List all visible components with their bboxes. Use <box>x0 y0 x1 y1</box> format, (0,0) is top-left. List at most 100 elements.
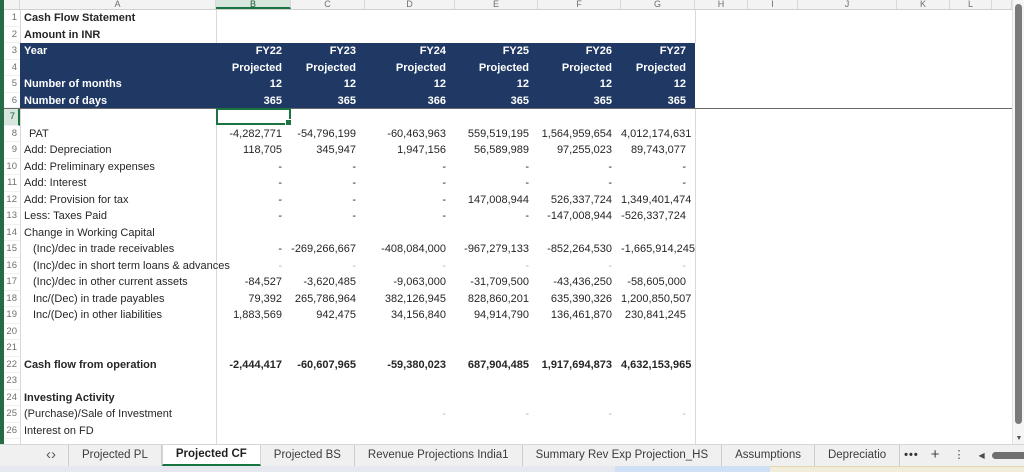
selected-cell-B7[interactable] <box>216 108 292 126</box>
cell-r13-c4[interactable]: - <box>525 210 529 222</box>
cell-r9-c1[interactable]: 118,705 <box>243 144 282 156</box>
cell-r16-c4[interactable]: - <box>525 259 529 272</box>
cell-r8-c1[interactable]: -4,282,771 <box>229 127 282 140</box>
sheet-tab-projected-pl[interactable]: Projected PL <box>68 445 162 466</box>
cell-r26-c1[interactable] <box>216 423 291 440</box>
column-header-A[interactable]: A <box>20 0 216 9</box>
cell-r16-c3[interactable]: - <box>442 259 446 272</box>
cell-r23-c1[interactable] <box>216 373 291 390</box>
cell-r8-c2[interactable]: -54,796,199 <box>297 127 356 140</box>
cell-r20-c6[interactable] <box>621 324 695 341</box>
cell-r26-c5[interactable] <box>538 423 621 440</box>
cell-r10-c1[interactable]: - <box>278 160 282 173</box>
cell-r19-c3[interactable]: 34,156,840 <box>390 309 446 321</box>
cell-r9-c3[interactable]: 1,947,156 <box>397 144 446 156</box>
cell-r25-c3[interactable]: - <box>442 408 446 420</box>
row-header-19[interactable]: 19 <box>4 307 20 324</box>
column-header-G[interactable]: G <box>621 0 695 9</box>
cell-r17-c6[interactable]: -58,605,000 <box>627 276 686 288</box>
cell-r21-c4[interactable] <box>455 340 538 357</box>
cell-r9-c5[interactable]: 97,255,023 <box>556 144 612 156</box>
cell-r21-c1[interactable] <box>216 340 291 357</box>
cell-r11-c6[interactable]: - <box>682 177 686 189</box>
cell-r16-c2[interactable]: - <box>352 259 356 272</box>
cell-r19-c5[interactable]: 136,461,870 <box>550 309 612 321</box>
cell-r23-c4[interactable] <box>455 373 538 390</box>
cell-r26-c3[interactable] <box>365 423 455 440</box>
column-header-J[interactable]: J <box>798 0 897 9</box>
tab-scroll-right-icon[interactable]: › <box>51 446 56 463</box>
cell-r12-c3[interactable]: - <box>442 193 446 206</box>
row-header-26[interactable]: 26 <box>4 422 20 439</box>
cell-r24-c6[interactable] <box>621 390 695 407</box>
row-header-6[interactable]: 6 <box>4 92 20 108</box>
cell-r18-c1[interactable]: 79,392 <box>248 292 282 305</box>
cell-r14-c4[interactable] <box>455 225 538 242</box>
cell-r14-c6[interactable] <box>621 225 695 242</box>
cell-r18-c3[interactable]: 382,126,945 <box>384 292 446 305</box>
cell-r19-c1[interactable]: 1,883,569 <box>233 309 282 321</box>
cell-r12-c6[interactable]: 1,349,401,474 <box>621 193 692 206</box>
row-header-20[interactable]: 20 <box>4 323 20 340</box>
cell-r11-c1[interactable]: - <box>278 177 282 189</box>
cell-r18-c6[interactable]: 1,200,850,507 <box>621 292 692 305</box>
cell-r10-c2[interactable]: - <box>352 160 356 173</box>
cell-r22-c4[interactable]: 687,904,485 <box>467 358 529 371</box>
cell-r22-c6[interactable]: 4,632,153,965 <box>621 358 692 371</box>
cell-r15-c6[interactable]: -1,665,914,245 <box>621 243 696 255</box>
tab-menu-icon[interactable]: ⋮ <box>953 449 965 461</box>
cell-r10-c5[interactable]: - <box>608 160 612 173</box>
scroll-left-icon[interactable]: ◀ <box>978 451 985 460</box>
cell-r14-c5[interactable] <box>538 225 621 242</box>
cell-r20-c1[interactable] <box>216 324 291 341</box>
sheet-tab-summary-rev-exp-projection-hs[interactable]: Summary Rev Exp Projection_HS <box>523 445 723 466</box>
scroll-down-icon[interactable]: ▼ <box>1015 435 1023 442</box>
cell-r21-c3[interactable] <box>365 340 455 357</box>
horizontal-scrollbar[interactable]: ◀ ▶ <box>974 445 1024 466</box>
row-header-4[interactable]: 4 <box>4 59 20 76</box>
cell-r19-c2[interactable]: 942,475 <box>316 309 356 321</box>
row-header-21[interactable]: 21 <box>4 340 20 357</box>
cell-r19-c4[interactable]: 94,914,790 <box>473 309 529 321</box>
cell-r8-c4[interactable]: 559,519,195 <box>467 127 529 140</box>
cell-r8-c6[interactable]: 4,012,174,631 <box>621 127 692 140</box>
cell-r21-c5[interactable] <box>538 340 621 357</box>
cell-r25-c6[interactable]: - <box>682 408 686 420</box>
vertical-scrollbar-thumb[interactable] <box>1015 4 1022 424</box>
cell-r19-c6[interactable]: 230,841,245 <box>624 309 686 321</box>
column-header-L[interactable]: L <box>950 0 992 9</box>
column-header-D[interactable]: D <box>365 0 455 9</box>
column-header-K[interactable]: K <box>897 0 950 9</box>
row-header-5[interactable]: 5 <box>4 76 20 93</box>
cell-r26-c4[interactable] <box>455 423 538 440</box>
cell-r26-c6[interactable] <box>621 423 695 440</box>
cell-r11-c3[interactable]: - <box>442 177 446 189</box>
tab-scroll-left-icon[interactable]: ‹ <box>46 446 51 463</box>
column-header-B[interactable]: B <box>216 0 291 9</box>
column-header-F[interactable]: F <box>538 0 621 9</box>
cell-r26-c2[interactable] <box>291 423 365 440</box>
cell-r25-c4[interactable]: - <box>525 408 529 420</box>
cell-r7-c3[interactable] <box>365 109 455 126</box>
cell-r11-c5[interactable]: - <box>608 177 612 189</box>
cell-r15-c3[interactable]: -408,084,000 <box>381 243 446 255</box>
vertical-scrollbar[interactable]: ▼ <box>1012 0 1024 444</box>
cell-r18-c2[interactable]: 265,786,964 <box>294 292 356 305</box>
cell-r13-c5[interactable]: -147,008,944 <box>547 210 612 222</box>
row-header-22[interactable]: 22 <box>4 356 20 373</box>
cell-r15-c5[interactable]: -852,264,530 <box>547 243 612 255</box>
cell-r25-c2[interactable] <box>291 406 365 423</box>
cell-r22-c2[interactable]: -60,607,965 <box>297 358 356 371</box>
horizontal-scrollbar-thumb[interactable] <box>991 452 1024 459</box>
cell-r20-c4[interactable] <box>455 324 538 341</box>
sheet-tab-revenue-projections-india1[interactable]: Revenue Projections India1 <box>355 445 523 466</box>
cell-r15-c1[interactable]: - <box>278 243 282 255</box>
row-header-15[interactable]: 15 <box>4 241 20 258</box>
cell-r20-c2[interactable] <box>291 324 365 341</box>
cell-r7-c5[interactable] <box>538 109 621 126</box>
row-header-10[interactable]: 10 <box>4 158 20 175</box>
cell-r23-c3[interactable] <box>365 373 455 390</box>
cell-r22-c1[interactable]: -2,444,417 <box>229 358 282 371</box>
column-header-I[interactable]: I <box>748 0 798 9</box>
cell-r11-c4[interactable]: - <box>525 177 529 189</box>
